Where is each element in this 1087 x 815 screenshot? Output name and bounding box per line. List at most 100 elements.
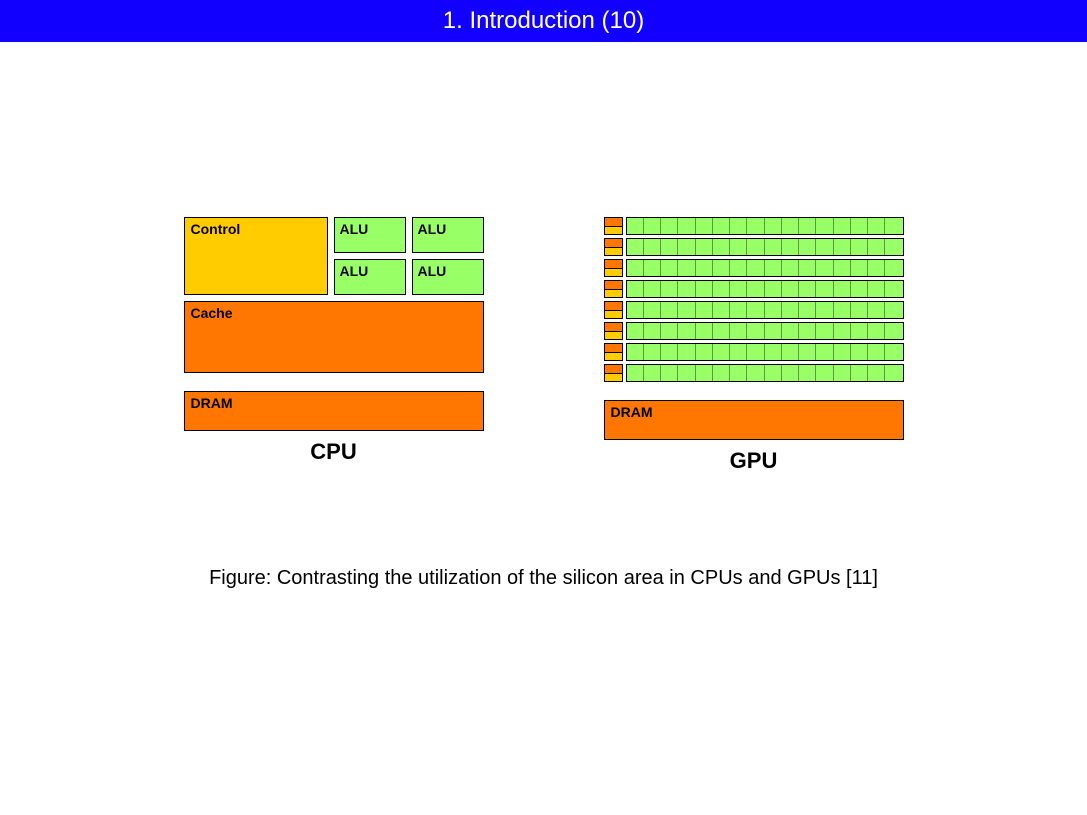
gpu-core-cell (747, 218, 764, 234)
figure-caption: Figure: Contrasting the utilization of t… (0, 567, 1087, 590)
gpu-core-cell (730, 323, 747, 339)
gpu-core-cell (747, 323, 764, 339)
architecture-diagram: Control ALUALUALUALU Cache DRAM CPU DRAM… (0, 217, 1087, 474)
gpu-core-cell (851, 239, 868, 255)
gpu-core-cell (851, 218, 868, 234)
gpu-core-cell (851, 323, 868, 339)
gpu-core-cell (747, 344, 764, 360)
cpu-dram-box: DRAM (184, 391, 484, 431)
gpu-core-cell (782, 260, 799, 276)
gpu-core-cell (696, 218, 713, 234)
gpu-core-cell (765, 260, 782, 276)
gpu-core-cell (816, 344, 833, 360)
gpu-core-cell (868, 365, 885, 381)
gpu-core-cell (816, 218, 833, 234)
gpu-core-cell (747, 239, 764, 255)
gpu-core-cell (834, 344, 851, 360)
gpu-core-cell (730, 281, 747, 297)
gpu-core-cell (782, 365, 799, 381)
gpu-core-cell (834, 365, 851, 381)
gpu-core-cell (713, 302, 730, 318)
gpu-core-cell (661, 302, 678, 318)
gpu-core-cell (730, 218, 747, 234)
gpu-core-cell (816, 281, 833, 297)
gpu-core-cell (782, 323, 799, 339)
gpu-core-cell (868, 344, 885, 360)
gpu-core-cell (678, 218, 695, 234)
gpu-core-cell (868, 323, 885, 339)
gpu-core-cell (765, 365, 782, 381)
gpu-core-cell (782, 218, 799, 234)
gpu-core-cell (868, 239, 885, 255)
gpu-core-cell (678, 239, 695, 255)
cpu-label: CPU (310, 439, 356, 465)
gpu-core-cell (747, 281, 764, 297)
gpu-core-cell (885, 281, 902, 297)
gpu-core-cell (627, 239, 644, 255)
gpu-core-cell (799, 218, 816, 234)
gpu-sm-row (604, 280, 904, 298)
cpu-column: Control ALUALUALUALU Cache DRAM CPU (184, 217, 484, 474)
gpu-core-cell (765, 281, 782, 297)
gpu-core-cell (816, 239, 833, 255)
gpu-block: DRAM (604, 217, 904, 440)
gpu-core-cell (696, 365, 713, 381)
gpu-sm-row (604, 343, 904, 361)
gpu-core-cell (834, 239, 851, 255)
gpu-core-cell (678, 281, 695, 297)
gpu-sm-row (604, 217, 904, 235)
gpu-core-cell (799, 281, 816, 297)
gpu-core-cell (627, 281, 644, 297)
gpu-core-cell (885, 260, 902, 276)
slide-title: 1. Introduction (10) (443, 7, 644, 35)
gpu-core-cell (661, 323, 678, 339)
gpu-sm-cores (626, 259, 904, 277)
gpu-core-cell (851, 302, 868, 318)
gpu-sm-control (604, 280, 623, 298)
gpu-core-cell (834, 218, 851, 234)
gpu-column: DRAM GPU (604, 217, 904, 474)
gpu-core-cell (713, 218, 730, 234)
gpu-sm-control (604, 364, 623, 382)
gpu-core-cell (868, 218, 885, 234)
gpu-core-cell (696, 260, 713, 276)
gpu-core-cell (834, 323, 851, 339)
cpu-alu-cell: ALU (334, 217, 406, 253)
gpu-core-cell (765, 239, 782, 255)
gpu-sm-cores (626, 238, 904, 256)
gpu-core-cell (834, 281, 851, 297)
gpu-core-cell (713, 281, 730, 297)
gpu-core-cell (885, 344, 902, 360)
gpu-core-cell (765, 344, 782, 360)
gpu-core-cell (627, 218, 644, 234)
gpu-sm-control (604, 217, 623, 235)
gpu-core-cell (678, 260, 695, 276)
gpu-sm-row (604, 322, 904, 340)
gpu-core-cell (851, 281, 868, 297)
gpu-core-cell (644, 218, 661, 234)
gpu-core-cell (696, 323, 713, 339)
gpu-core-cell (661, 281, 678, 297)
gpu-core-cell (661, 365, 678, 381)
gpu-core-cell (644, 260, 661, 276)
gpu-core-cell (868, 281, 885, 297)
gpu-core-cell (799, 344, 816, 360)
gpu-core-cell (644, 344, 661, 360)
gpu-sm-cores (626, 322, 904, 340)
gpu-core-cell (799, 260, 816, 276)
cpu-control-box: Control (184, 217, 328, 295)
gpu-core-cell (782, 281, 799, 297)
gpu-core-cell (885, 218, 902, 234)
gpu-dram-box: DRAM (604, 400, 904, 440)
gpu-core-cell (747, 260, 764, 276)
gpu-sm-row (604, 364, 904, 382)
gpu-core-cell (696, 239, 713, 255)
gpu-core-cell (678, 302, 695, 318)
gpu-core-cell (627, 302, 644, 318)
cpu-alu-cell: ALU (412, 217, 484, 253)
cpu-alu-grid: ALUALUALUALU (334, 217, 484, 295)
gpu-sm-grid (604, 217, 904, 382)
gpu-sm-cores (626, 301, 904, 319)
gpu-core-cell (627, 344, 644, 360)
gpu-core-cell (885, 239, 902, 255)
